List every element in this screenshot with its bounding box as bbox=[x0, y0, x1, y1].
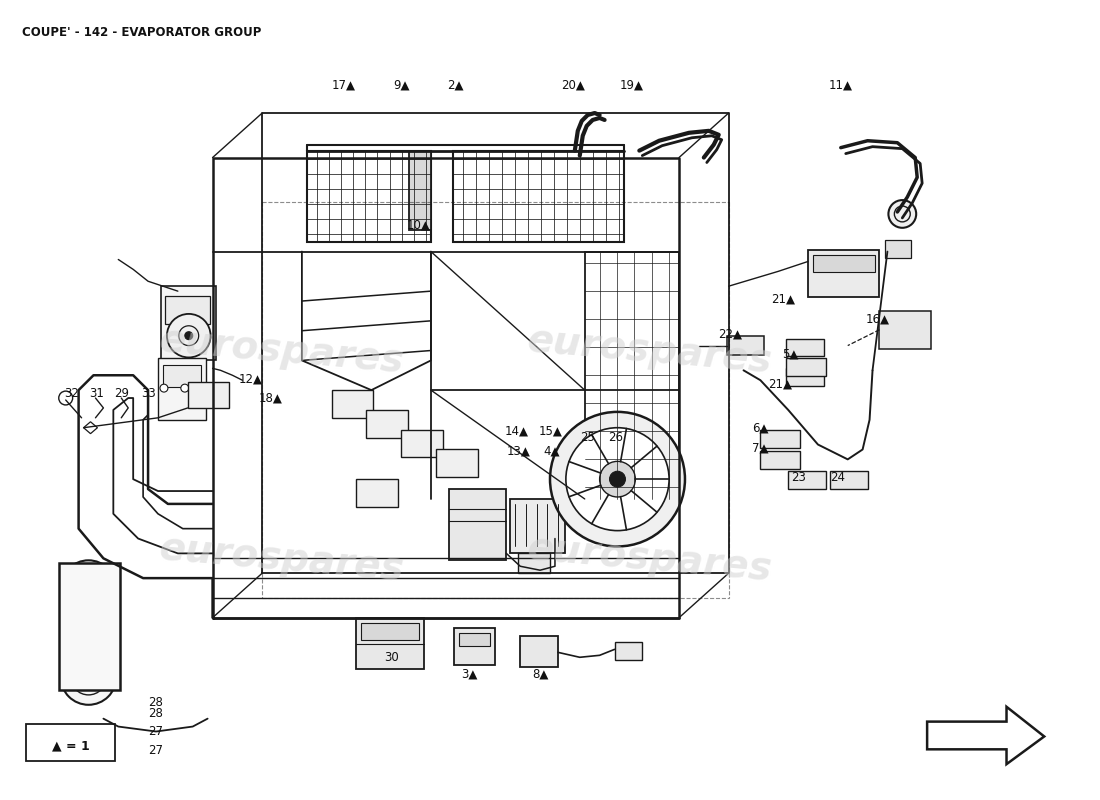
Text: 24: 24 bbox=[830, 470, 845, 484]
Text: 17▲: 17▲ bbox=[331, 78, 355, 91]
Bar bbox=[362, 622, 419, 641]
Bar bbox=[886, 240, 911, 258]
Bar bbox=[760, 430, 800, 447]
Bar bbox=[520, 635, 558, 667]
Text: 27: 27 bbox=[148, 744, 164, 758]
Text: 26: 26 bbox=[608, 431, 623, 444]
Text: eurospares: eurospares bbox=[525, 321, 773, 380]
Circle shape bbox=[600, 462, 636, 497]
Bar bbox=[161, 286, 216, 361]
Text: 13▲: 13▲ bbox=[506, 444, 530, 458]
Bar bbox=[453, 150, 625, 242]
Bar bbox=[459, 633, 491, 646]
Bar bbox=[813, 254, 874, 272]
Text: 33: 33 bbox=[141, 386, 155, 399]
Text: 2▲: 2▲ bbox=[448, 78, 464, 91]
Text: 21▲: 21▲ bbox=[771, 293, 795, 306]
Bar bbox=[356, 479, 398, 507]
Text: 29: 29 bbox=[113, 386, 129, 399]
Text: 25: 25 bbox=[581, 431, 595, 444]
Text: eurospares: eurospares bbox=[158, 529, 406, 588]
Bar bbox=[786, 368, 824, 386]
Text: 30: 30 bbox=[384, 650, 398, 664]
Circle shape bbox=[80, 669, 97, 685]
Circle shape bbox=[167, 314, 210, 358]
Text: eurospares: eurospares bbox=[525, 529, 773, 588]
Circle shape bbox=[60, 605, 117, 660]
Circle shape bbox=[180, 384, 189, 392]
Text: 21▲: 21▲ bbox=[768, 377, 792, 390]
Bar bbox=[453, 628, 495, 666]
Text: 20▲: 20▲ bbox=[561, 78, 585, 91]
Text: 18▲: 18▲ bbox=[258, 392, 282, 405]
Text: COUPE' - 142 - EVAPORATOR GROUP: COUPE' - 142 - EVAPORATOR GROUP bbox=[22, 26, 262, 39]
Text: 23: 23 bbox=[791, 470, 805, 484]
Bar bbox=[880, 311, 931, 349]
Circle shape bbox=[80, 580, 97, 596]
Bar bbox=[786, 338, 824, 357]
Bar bbox=[366, 410, 408, 438]
Text: 9▲: 9▲ bbox=[393, 78, 409, 91]
Bar bbox=[158, 358, 206, 420]
Text: 12▲: 12▲ bbox=[239, 372, 262, 385]
Text: 5▲: 5▲ bbox=[782, 347, 799, 361]
Bar bbox=[307, 150, 431, 242]
Bar bbox=[789, 471, 826, 489]
Bar bbox=[786, 358, 826, 376]
Bar bbox=[409, 150, 431, 230]
Text: 32: 32 bbox=[64, 386, 79, 399]
Bar bbox=[510, 499, 565, 554]
Text: 3▲: 3▲ bbox=[461, 667, 477, 680]
Bar bbox=[760, 451, 800, 470]
Text: eurospares: eurospares bbox=[158, 321, 406, 380]
Bar bbox=[58, 563, 120, 690]
Circle shape bbox=[565, 428, 669, 530]
Bar bbox=[518, 554, 550, 573]
Bar bbox=[356, 618, 424, 669]
Bar bbox=[727, 336, 764, 355]
Text: 7▲: 7▲ bbox=[752, 442, 769, 454]
Bar bbox=[615, 642, 642, 660]
Text: 4▲: 4▲ bbox=[543, 444, 560, 458]
Bar bbox=[436, 450, 477, 477]
Circle shape bbox=[185, 332, 192, 340]
Polygon shape bbox=[927, 706, 1044, 764]
Bar bbox=[165, 296, 210, 324]
Bar bbox=[402, 430, 443, 458]
Text: 15▲: 15▲ bbox=[539, 425, 563, 438]
Text: 28: 28 bbox=[148, 707, 164, 720]
Text: 31: 31 bbox=[89, 386, 103, 399]
Bar bbox=[163, 366, 200, 387]
Bar bbox=[188, 382, 230, 408]
Text: 28: 28 bbox=[148, 696, 164, 709]
Text: 19▲: 19▲ bbox=[619, 78, 644, 91]
Bar bbox=[449, 489, 506, 560]
Bar bbox=[808, 250, 880, 297]
Circle shape bbox=[80, 625, 97, 641]
Text: 8▲: 8▲ bbox=[532, 667, 548, 680]
Bar bbox=[26, 723, 116, 761]
Text: 10▲: 10▲ bbox=[407, 218, 431, 232]
Circle shape bbox=[550, 412, 685, 546]
Text: ▲ = 1: ▲ = 1 bbox=[52, 740, 89, 753]
Text: 16▲: 16▲ bbox=[866, 313, 890, 326]
Circle shape bbox=[889, 200, 916, 228]
Text: 6▲: 6▲ bbox=[752, 422, 769, 434]
Text: 27: 27 bbox=[148, 725, 164, 738]
Circle shape bbox=[160, 384, 168, 392]
Bar bbox=[332, 390, 373, 418]
Bar bbox=[829, 471, 868, 489]
Bar bbox=[585, 251, 679, 499]
Text: 14▲: 14▲ bbox=[504, 425, 528, 438]
Circle shape bbox=[609, 471, 626, 487]
Text: 11▲: 11▲ bbox=[828, 78, 852, 91]
Circle shape bbox=[60, 650, 117, 705]
Text: 22▲: 22▲ bbox=[717, 328, 741, 341]
Circle shape bbox=[60, 560, 117, 616]
